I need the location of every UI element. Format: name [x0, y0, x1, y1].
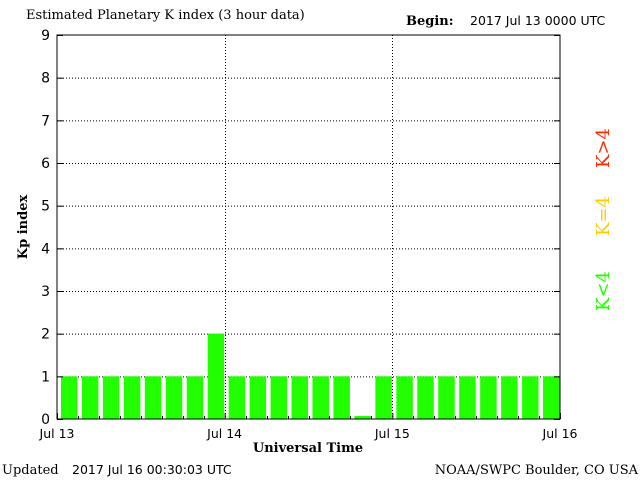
chart-title: Estimated Planetary K index (3 hour data… [26, 8, 305, 23]
x-tick-label: Jul 16 [542, 426, 578, 441]
kp-bar [270, 376, 288, 419]
y-tick-label: 7 [41, 113, 50, 129]
y-tick-label: 5 [41, 199, 50, 215]
kp-bar [522, 376, 539, 419]
y-tick-label: 4 [41, 241, 50, 257]
credit-text: NOAA/SWPC Boulder, CO USA [435, 463, 639, 478]
kp-bar [438, 376, 455, 419]
y-tick-label: 0 [41, 412, 50, 428]
x-axis-ticks: Jul 13 Jul 14 Jul 15 Jul 16 [39, 413, 578, 441]
begin-value: 2017 Jul 13 0000 UTC [470, 13, 606, 28]
kp-bar [396, 376, 413, 419]
kp-bar [144, 376, 162, 419]
kp-bar [81, 376, 99, 419]
legend-below: K<4 [593, 271, 614, 311]
bar-series [61, 333, 560, 419]
y-tick-label: 6 [41, 156, 50, 172]
grid-lines [57, 35, 560, 419]
plot-frame [56, 34, 561, 420]
kp-bar [61, 376, 78, 419]
kp-bar [249, 376, 267, 419]
y-tick-label: 1 [41, 369, 50, 385]
kp-bar [417, 376, 434, 419]
kp-bar [312, 376, 329, 419]
kp-bar [501, 376, 518, 419]
legend-equal: K=4 [593, 196, 614, 236]
kp-bar [480, 376, 497, 419]
kp-bar [354, 416, 371, 419]
kp-bar [186, 376, 204, 419]
y-axis-ticks: 0 1 2 3 4 5 6 7 8 9 [41, 28, 560, 428]
y-tick-label: 3 [41, 284, 50, 300]
x-tick-label: Jul 15 [374, 426, 410, 441]
kp-bar [543, 376, 560, 419]
legend-above: K>4 [593, 128, 614, 168]
kp-bar [459, 376, 476, 419]
y-axis-label: Kp index [16, 195, 31, 260]
x-axis-label: Universal Time [253, 441, 363, 456]
kp-bar [165, 376, 183, 419]
kp-bar [291, 376, 308, 419]
kp-bar [207, 333, 225, 419]
x-tick-label: Jul 13 [39, 426, 75, 441]
updated-value: 2017 Jul 16 00:30:03 UTC [72, 462, 232, 477]
kp-bar [375, 376, 392, 419]
y-tick-label: 2 [41, 327, 50, 343]
kp-bar [333, 376, 350, 419]
kp-bar [228, 376, 246, 419]
kp-bar [102, 376, 120, 419]
begin-label: Begin: [406, 14, 454, 29]
y-tick-label: 8 [41, 71, 50, 87]
updated-label: Updated [2, 463, 59, 478]
x-tick-label: Jul 14 [206, 426, 242, 441]
y-tick-label: 9 [41, 28, 50, 44]
kp-bar [123, 376, 141, 419]
